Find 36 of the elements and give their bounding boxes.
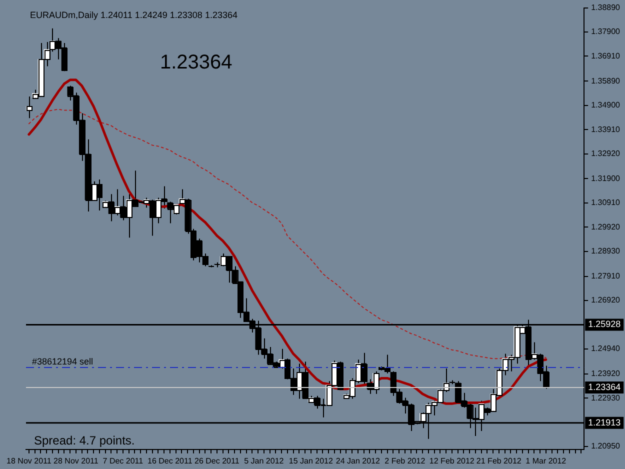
- y-tick-label: 1.23920: [591, 369, 621, 378]
- y-tick-label: 1.38890: [591, 3, 621, 12]
- x-tick-label: 28 Nov 2011: [54, 456, 99, 466]
- y-tick-label: 1.30910: [591, 198, 621, 208]
- y-tick-label: 1.37900: [591, 27, 621, 36]
- y-tick-label: 1.20950: [591, 442, 621, 451]
- y-tick-label: 1.36910: [591, 51, 621, 60]
- y-tick-label: 1.35890: [591, 76, 621, 86]
- x-tick-label: 15 Jan 2012: [288, 456, 334, 466]
- ref-line-label: 1.25928: [588, 319, 621, 330]
- ref-line-label: 1.23364: [588, 382, 621, 392]
- x-tick-label: 2 Feb 2012: [384, 456, 426, 466]
- x-tick-label: 24 Jan 2012: [336, 456, 380, 466]
- x-tick-label: 7 Dec 2011: [102, 456, 144, 466]
- y-tick-label: 1.22930: [591, 393, 621, 402]
- y-tick-label: 1.33910: [591, 124, 621, 134]
- y-tick-label: 1.29920: [591, 222, 621, 232]
- x-tick-label: 12 Feb 2012: [429, 456, 475, 466]
- x-tick-label: 5 Jan 2012: [244, 456, 284, 466]
- x-tick-label: 16 Dec 2011: [148, 456, 193, 466]
- y-tick-label: 1.24940: [591, 344, 621, 354]
- y-tick-label: 1.26920: [591, 296, 621, 305]
- chart-title: EURAUDm,Daily 1.24011 1.24249 1.23308 1.23364: [30, 10, 238, 20]
- x-tick-label: 1 Mar 2012: [526, 456, 567, 466]
- ref-line-label: #38612194 sell: [32, 356, 94, 366]
- x-tick-label: 21 Feb 2012: [476, 456, 522, 466]
- ref-line-label: 1.21913: [588, 417, 621, 428]
- annotation: Spread: 4.7 points.: [34, 434, 135, 448]
- x-tick-label: 18 Nov 2011: [6, 456, 52, 466]
- y-tick-label: 1.34900: [591, 100, 621, 110]
- y-tick-label: 1.28930: [591, 246, 621, 256]
- y-tick-label: 1.31900: [591, 174, 621, 183]
- y-tick-label: 1.27910: [591, 271, 621, 280]
- annotation: 1.23364: [160, 51, 232, 74]
- y-tick-label: 1.32920: [591, 148, 621, 158]
- x-tick-label: 26 Dec 2011: [194, 456, 240, 466]
